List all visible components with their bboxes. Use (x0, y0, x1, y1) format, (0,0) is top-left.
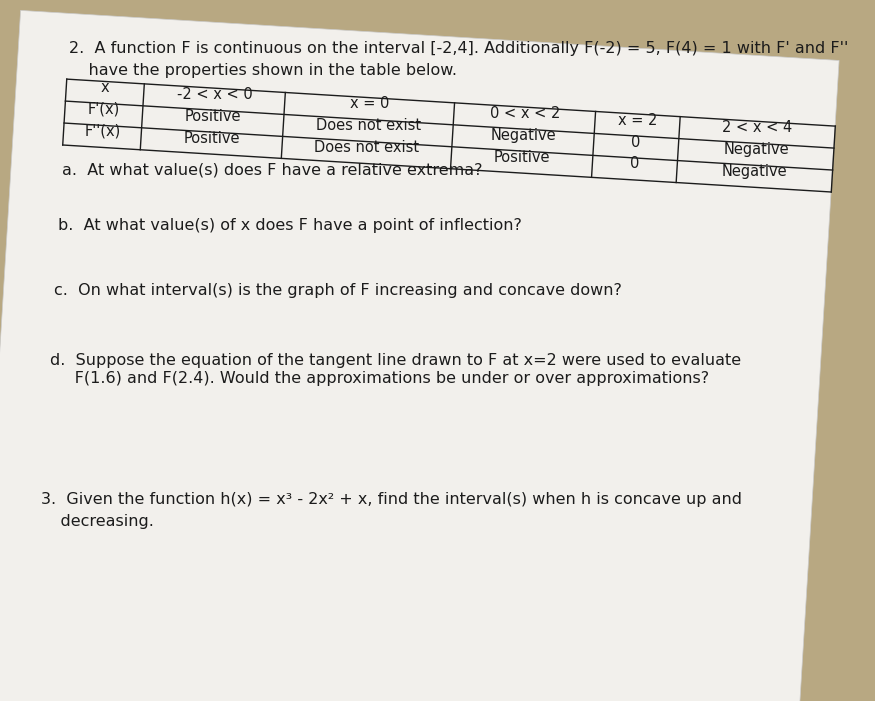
Text: 2 < x < 4: 2 < x < 4 (722, 120, 793, 135)
Text: -2 < x < 0: -2 < x < 0 (177, 87, 252, 102)
Text: a.  At what value(s) does F have a relative extrema?: a. At what value(s) does F have a relati… (61, 163, 482, 178)
Text: F(1.6) and F(2.4). Would the approximations be under or over approximations?: F(1.6) and F(2.4). Would the approximati… (49, 371, 709, 386)
Text: 0: 0 (632, 135, 640, 149)
Text: 2.  A function F is continuous on the interval [-2,4]. Additionally F(-2) = 5, F: 2. A function F is continuous on the int… (69, 41, 849, 56)
Text: Negative: Negative (491, 128, 556, 142)
Text: c.  On what interval(s) is the graph of F increasing and concave down?: c. On what interval(s) is the graph of F… (54, 283, 622, 298)
Text: Positive: Positive (185, 109, 242, 123)
Text: F'(x): F'(x) (88, 102, 120, 117)
Text: 3.  Given the function h(x) = x³ - 2x² + x, find the interval(s) when h is conca: 3. Given the function h(x) = x³ - 2x² + … (41, 492, 743, 508)
Text: decreasing.: decreasing. (40, 515, 154, 529)
Text: have the properties shown in the table below.: have the properties shown in the table b… (67, 63, 457, 78)
Text: Does not exist: Does not exist (314, 140, 419, 155)
Text: x = 2: x = 2 (618, 113, 657, 128)
Text: Negative: Negative (724, 142, 789, 157)
Text: x = 0: x = 0 (350, 96, 389, 111)
Polygon shape (0, 11, 839, 701)
Text: d.  Suppose the equation of the tangent line drawn to F at x=2 were used to eval: d. Suppose the equation of the tangent l… (50, 353, 741, 367)
Text: Negative: Negative (722, 164, 788, 179)
Text: x: x (101, 80, 109, 95)
Text: Positive: Positive (184, 130, 240, 146)
Text: Positive: Positive (493, 149, 550, 165)
Text: 0 < x < 2: 0 < x < 2 (489, 106, 560, 121)
Text: b.  At what value(s) of x does F have a point of inflection?: b. At what value(s) of x does F have a p… (59, 218, 522, 233)
Text: Does not exist: Does not exist (316, 118, 421, 133)
Text: 0: 0 (630, 156, 640, 172)
Text: F''(x): F''(x) (84, 124, 121, 139)
